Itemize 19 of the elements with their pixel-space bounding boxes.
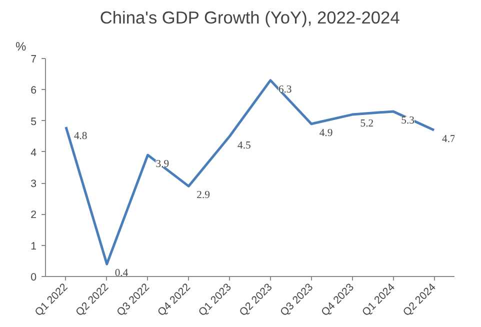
y-tick-label: 2 — [30, 209, 37, 222]
data-label: 4.9 — [319, 128, 333, 139]
data-label: 4.5 — [238, 140, 251, 152]
data-label: 3.9 — [156, 159, 170, 170]
y-tick-label: 3 — [30, 178, 37, 190]
y-tick-label: 0 — [30, 272, 37, 284]
data-label: 5.3 — [401, 115, 414, 126]
y-tick-label: 4 — [30, 146, 37, 159]
data-label: 2.9 — [196, 190, 210, 202]
data-label: 4.8 — [74, 131, 88, 142]
chart-title: China's GDP Growth (YoY), 2022-2024 — [100, 8, 400, 28]
y-tick-label: 1 — [30, 240, 37, 252]
y-tick-label: 6 — [30, 84, 37, 97]
y-tick-label: 5 — [30, 116, 37, 128]
data-label: 5.2 — [360, 118, 374, 130]
line-series — [64, 79, 436, 266]
y-tick-label: 7 — [30, 54, 37, 66]
data-label: 6.3 — [278, 84, 292, 96]
y-axis-title: % — [16, 40, 26, 54]
